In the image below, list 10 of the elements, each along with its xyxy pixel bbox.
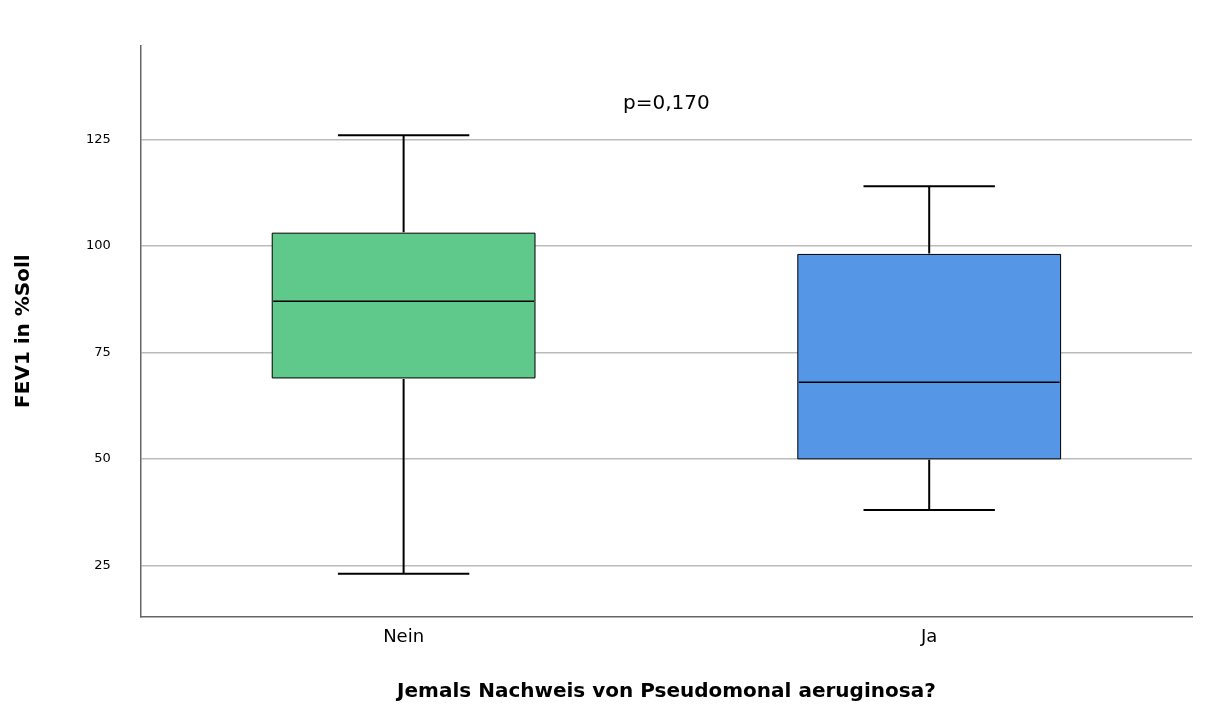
y-tick-label: 50 — [94, 450, 111, 466]
annotation: p=0,170 — [623, 90, 710, 114]
y-tick-label: 100 — [85, 237, 111, 253]
y-tick-label: 125 — [85, 130, 111, 146]
y-tick-label: 25 — [94, 556, 111, 572]
x-tick-label: Ja — [920, 624, 938, 646]
x-tick-label: Nein — [383, 624, 425, 646]
y-axis-title: FEV1 in %Soll — [10, 254, 35, 408]
y-tick-label: 75 — [94, 343, 111, 359]
x-axis-title: Jemals Nachweis von Pseudomonal aeruginosa? — [395, 678, 936, 703]
